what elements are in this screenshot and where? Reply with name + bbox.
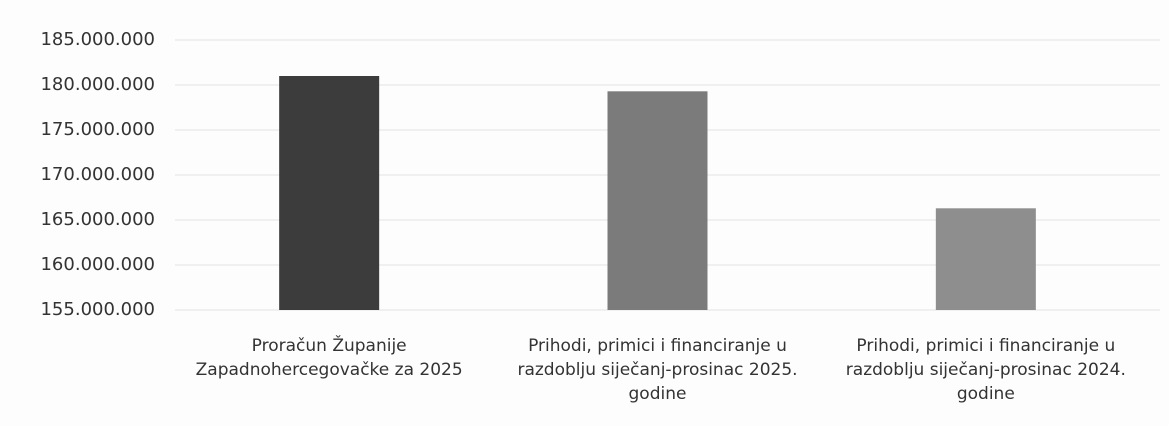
y-tick-label: 180.000.000 [40, 74, 155, 95]
y-tick-label: 155.000.000 [40, 299, 155, 320]
x-tick-label: Prihodi, primici i financiranje u razdob… [517, 336, 798, 404]
bar [607, 91, 708, 310]
x-tick-label: Prihodi, primici i financiranje u razdob… [845, 336, 1126, 404]
y-tick-label: 185.000.000 [40, 29, 155, 50]
y-tick-label: 165.000.000 [40, 209, 155, 230]
y-tick-label: 175.000.000 [40, 119, 155, 140]
y-tick-label: 170.000.000 [40, 164, 155, 185]
x-tick-label: Proračun Županije Zapadnohercegovačke za… [195, 336, 463, 380]
bar [279, 76, 380, 310]
y-tick-label: 160.000.000 [40, 254, 155, 275]
bar [935, 208, 1036, 310]
